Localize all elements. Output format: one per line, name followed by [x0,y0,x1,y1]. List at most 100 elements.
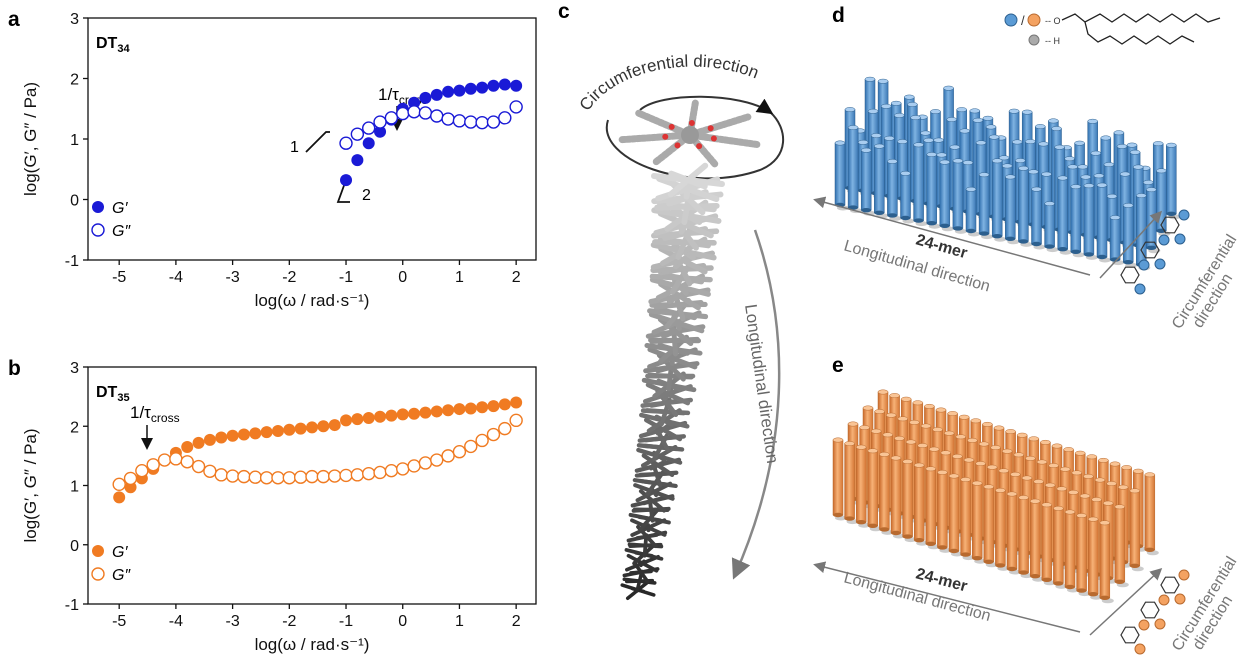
point [135,463,149,478]
cylinder-base [900,215,911,221]
cylinder-top [832,437,844,443]
cylinder-body [1122,205,1134,263]
cylinder-base [1044,244,1055,249]
point [340,174,353,187]
point [385,409,398,422]
cylinder-top [932,427,943,433]
cylinder [860,147,876,216]
cylinder-top [1006,491,1018,497]
y-tick-label: 1 [70,132,79,149]
cylinder-top [1005,174,1016,180]
point [441,112,455,126]
branch [654,202,720,211]
cylinder-base [867,523,878,528]
cylinder [913,142,928,227]
point [396,106,410,121]
branch [668,170,708,190]
cylinder-top [1001,163,1013,169]
arm [686,113,752,139]
cylinder-top [867,448,879,454]
cylinder-top [894,435,905,441]
cylinder-top [847,125,859,131]
atom [707,125,714,132]
cylinder-top [928,446,940,452]
cylinder-top [867,108,879,114]
point [350,468,365,482]
cylinder-top [924,403,935,409]
cylinder-top [970,418,982,424]
cylinder-top [1031,186,1042,192]
cylinder-top [1005,429,1016,435]
cylinder [1018,495,1033,579]
cylinder-top [1040,439,1051,445]
cylinder [902,459,917,543]
ring-front [605,111,784,180]
cylinder-top [1132,164,1144,170]
cylinder-base [861,208,872,213]
cylinder [925,466,940,550]
cylinder-top [1079,493,1091,499]
cylinder-top [890,455,902,461]
cylinder-top [920,423,932,429]
branch [628,512,671,525]
cylinder-body [879,454,890,530]
cylinder-body [960,479,971,555]
x-tick-label: -2 [282,613,296,630]
point [453,403,466,416]
cylinder-top [889,393,900,399]
cylinder-base [925,541,936,546]
key-o: -- O [1045,16,1061,26]
point [112,477,126,492]
cylinder-top [1021,109,1033,115]
cylinder-top [1113,130,1125,136]
cylinder-body [991,160,1003,237]
panel-d: d / -- O -- H 24-mer Longitudinal direct… [813,4,1239,332]
cylinder-top [900,170,911,176]
cylinder-top [967,437,978,443]
cylinder-body [1057,177,1068,250]
point [476,81,489,94]
cylinder-base [1083,252,1094,257]
cylinder-top [877,78,889,84]
cylinder-top [913,142,924,148]
crossover-label: 1/τcross [130,403,180,425]
cylinder-top [844,441,855,447]
cylinder-body [1018,168,1029,242]
cylinder-body [890,457,902,534]
point [271,471,285,485]
cylinder-top [956,107,967,113]
legend-marker [91,567,105,581]
branch [643,417,683,442]
cylinder [1064,509,1079,593]
cylinder-top [939,159,951,165]
point [486,427,501,442]
x-tick-label: 2 [512,269,521,286]
atom [688,120,695,127]
cylinder-top [1114,504,1126,510]
cylinder-body [1018,497,1029,573]
cylinder-base [952,226,963,231]
cylinder-body [937,472,948,548]
cylinder-top [962,160,974,166]
point [316,469,331,484]
cylinder-base [1088,592,1099,597]
molecule [617,99,761,169]
branch [640,479,671,487]
point [362,466,376,481]
legend-label: G′ [112,544,128,561]
cylinder-body [1166,144,1177,215]
point [282,471,297,485]
title-sub: 35 [117,392,129,404]
cylinder-top [897,139,908,145]
cylinder-base [1076,588,1087,593]
sub-icon [1134,283,1146,295]
cylinder-top [870,133,882,139]
cylinder-body [887,161,898,216]
cylinder-top [1091,497,1102,503]
legend-label: G″ [112,567,131,584]
cylinder-body [1005,176,1016,240]
sub-icon [1154,258,1166,270]
cylinder-top [943,85,954,91]
point [225,469,240,483]
cylinder-base [1041,577,1052,582]
